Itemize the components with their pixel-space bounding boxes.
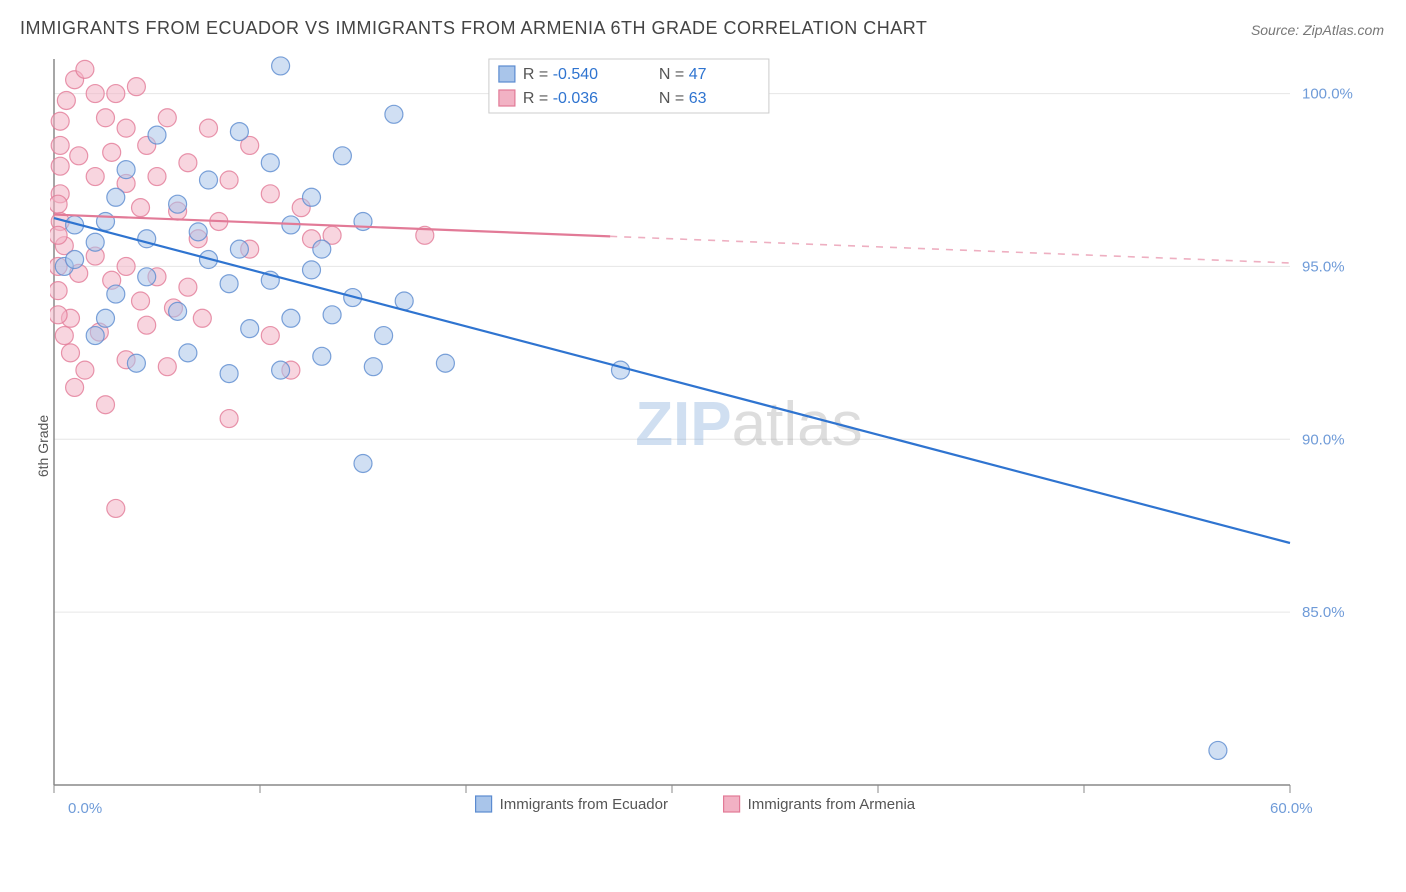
data-point xyxy=(148,168,166,186)
data-point xyxy=(86,85,104,103)
source-attribution: Source: ZipAtlas.com xyxy=(1251,22,1384,38)
data-point xyxy=(364,358,382,376)
y-tick-label: 85.0% xyxy=(1302,604,1345,621)
data-point xyxy=(86,168,104,186)
data-point xyxy=(220,275,238,293)
data-point xyxy=(76,60,94,78)
data-point xyxy=(261,327,279,345)
data-point xyxy=(220,171,238,189)
data-point xyxy=(1209,741,1227,759)
data-point xyxy=(117,161,135,179)
y-tick-label: 90.0% xyxy=(1302,431,1345,448)
data-point xyxy=(200,119,218,137)
data-point xyxy=(436,354,454,372)
x-tick-label: 60.0% xyxy=(1270,800,1313,817)
data-point xyxy=(179,278,197,296)
data-point xyxy=(138,316,156,334)
data-point xyxy=(103,143,121,161)
data-point xyxy=(117,119,135,137)
data-point xyxy=(179,344,197,362)
data-point xyxy=(323,306,341,324)
data-point xyxy=(66,251,84,269)
data-point xyxy=(50,306,67,324)
data-point xyxy=(76,361,94,379)
data-point xyxy=(132,199,150,217)
legend-swatch xyxy=(499,66,515,82)
data-point xyxy=(230,240,248,258)
data-point xyxy=(51,136,69,154)
stats-n-label: N = 47 xyxy=(659,66,707,83)
correlation-chart: 0.0%60.0%85.0%90.0%95.0%100.0%ZIPatlasR … xyxy=(50,55,1380,835)
data-point xyxy=(148,126,166,144)
data-point xyxy=(97,109,115,127)
y-tick-label: 95.0% xyxy=(1302,258,1345,275)
data-point xyxy=(354,454,372,472)
data-point xyxy=(261,185,279,203)
data-point xyxy=(189,223,207,241)
data-point xyxy=(158,358,176,376)
data-point xyxy=(127,78,145,96)
data-point xyxy=(395,292,413,310)
data-point xyxy=(385,105,403,123)
data-point xyxy=(138,268,156,286)
data-point xyxy=(220,410,238,428)
data-point xyxy=(200,171,218,189)
data-point xyxy=(132,292,150,310)
data-point xyxy=(272,57,290,75)
data-point xyxy=(179,154,197,172)
data-point xyxy=(55,327,73,345)
data-point xyxy=(220,365,238,383)
legend-label: Immigrants from Ecuador xyxy=(500,796,668,813)
data-point xyxy=(333,147,351,165)
data-point xyxy=(272,361,290,379)
legend-label: Immigrants from Armenia xyxy=(748,796,916,813)
data-point xyxy=(57,91,75,109)
data-point xyxy=(303,261,321,279)
y-tick-label: 100.0% xyxy=(1302,86,1353,103)
chart-title: IMMIGRANTS FROM ECUADOR VS IMMIGRANTS FR… xyxy=(20,18,927,39)
data-point xyxy=(230,123,248,141)
legend-swatch xyxy=(724,796,740,812)
data-point xyxy=(86,233,104,251)
stats-r-label: R = -0.540 xyxy=(523,66,598,83)
data-point xyxy=(303,188,321,206)
data-point xyxy=(169,302,187,320)
data-point xyxy=(241,320,259,338)
data-point xyxy=(86,327,104,345)
data-point xyxy=(127,354,145,372)
data-point xyxy=(61,344,79,362)
data-point xyxy=(97,309,115,327)
data-point xyxy=(107,285,125,303)
stats-n-label: N = 63 xyxy=(659,90,707,107)
data-point xyxy=(375,327,393,345)
legend-swatch xyxy=(476,796,492,812)
data-point xyxy=(50,226,67,244)
data-point xyxy=(117,257,135,275)
data-point xyxy=(50,195,67,213)
stats-r-label: R = -0.036 xyxy=(523,90,598,107)
data-point xyxy=(313,240,331,258)
data-point xyxy=(97,396,115,414)
data-point xyxy=(66,378,84,396)
data-point xyxy=(107,499,125,517)
x-tick-label: 0.0% xyxy=(68,800,102,817)
data-point xyxy=(193,309,211,327)
data-point xyxy=(51,112,69,130)
data-point xyxy=(282,309,300,327)
data-point xyxy=(313,347,331,365)
data-point xyxy=(158,109,176,127)
data-point xyxy=(51,157,69,175)
data-point xyxy=(107,85,125,103)
y-axis-label: 6th Grade xyxy=(35,415,51,477)
data-point xyxy=(107,188,125,206)
data-point xyxy=(612,361,630,379)
data-point xyxy=(261,154,279,172)
data-point xyxy=(70,147,88,165)
data-point xyxy=(50,282,67,300)
data-point xyxy=(169,195,187,213)
legend-swatch xyxy=(499,90,515,106)
data-point xyxy=(97,212,115,230)
regression-line-extrapolated xyxy=(610,236,1290,263)
